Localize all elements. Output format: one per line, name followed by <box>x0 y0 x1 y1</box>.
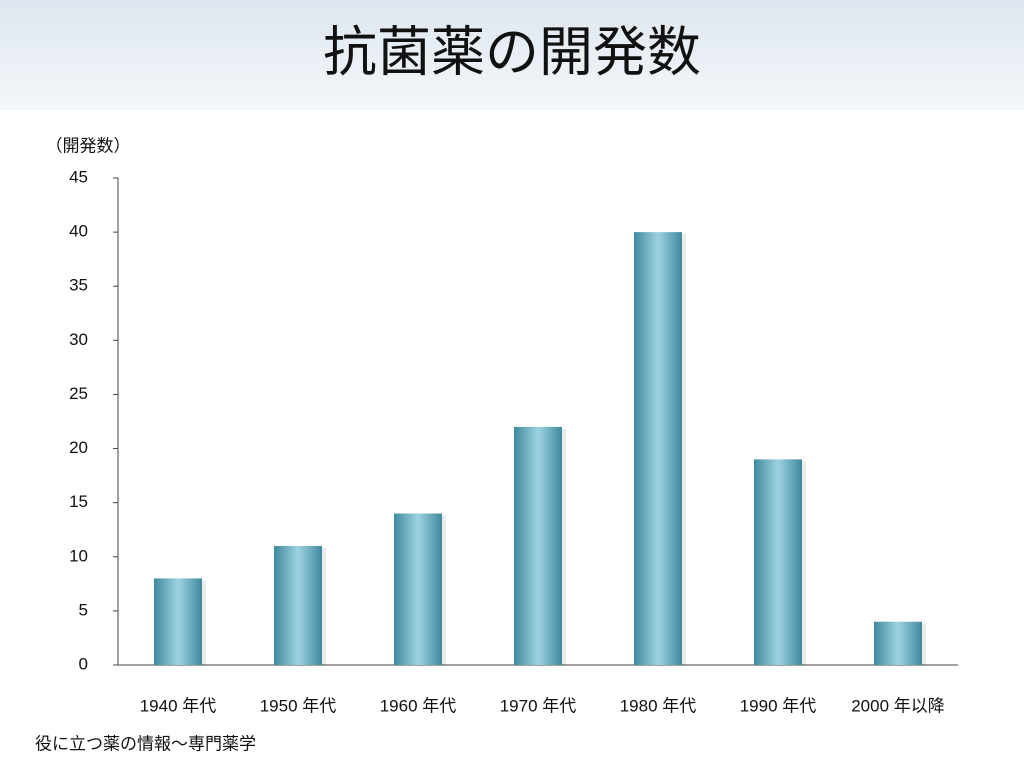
bar <box>274 545 322 665</box>
x-tick-label: 1940 年代 <box>140 696 217 715</box>
bar <box>754 459 802 665</box>
title-band <box>0 0 1024 110</box>
bar <box>514 426 562 665</box>
x-tick-label: 1980 年代 <box>620 696 697 715</box>
bar <box>634 232 682 665</box>
y-tick-label: 45 <box>69 167 88 186</box>
x-tick-label: 1990 年代 <box>740 696 817 715</box>
y-tick-label: 0 <box>79 654 88 673</box>
x-tick-label: 2000 年以降 <box>851 696 945 715</box>
y-tick-label: 20 <box>69 438 88 457</box>
x-tick-label: 1960 年代 <box>380 696 457 715</box>
y-tick-label: 25 <box>69 384 88 403</box>
y-tick-label: 30 <box>69 330 88 349</box>
y-tick-label: 35 <box>69 276 88 295</box>
y-tick-label: 10 <box>69 546 88 565</box>
x-tick-label: 1970 年代 <box>500 696 577 715</box>
y-axis-label: （開発数） <box>46 136 131 155</box>
bar <box>154 578 202 665</box>
source: 役に立つ薬の情報～専門薬学 <box>35 734 256 753</box>
chart-title: 抗菌薬の開発数 <box>323 22 701 82</box>
y-tick-label: 15 <box>69 492 88 511</box>
y-tick-label: 40 <box>69 222 88 241</box>
x-tick-label: 1950 年代 <box>260 696 337 715</box>
bar <box>874 621 922 665</box>
y-tick-label: 5 <box>79 600 88 619</box>
bar <box>394 513 442 665</box>
